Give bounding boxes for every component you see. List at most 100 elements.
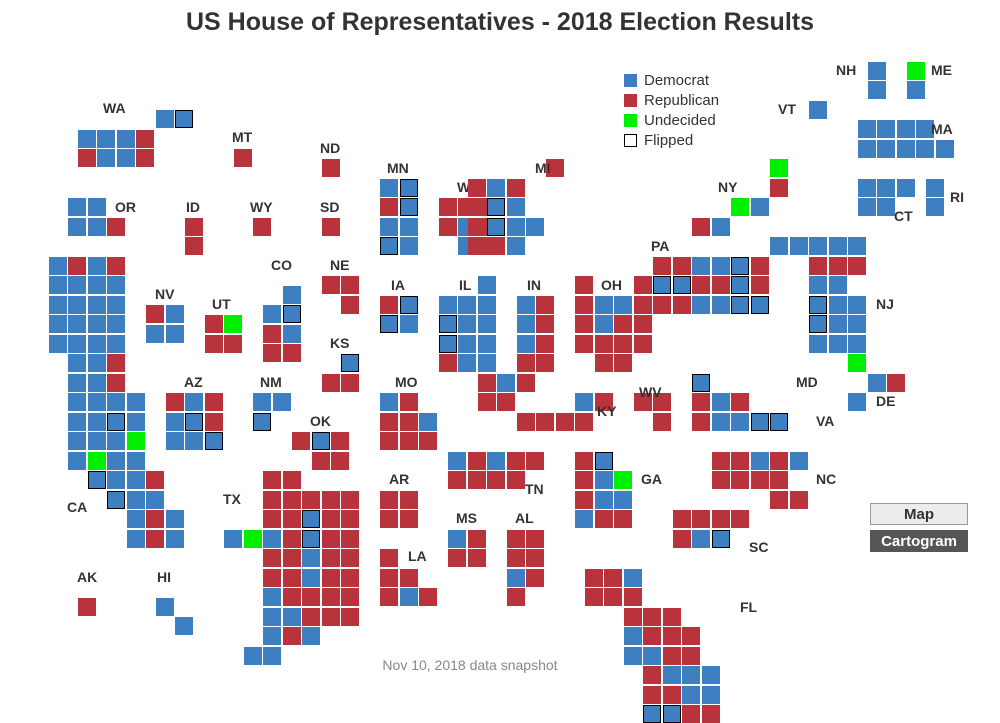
district-cell-nm[interactable] [253, 412, 272, 431]
district-cell-co[interactable] [263, 324, 281, 343]
district-cell-ca[interactable] [126, 529, 145, 548]
district-cell-id[interactable] [185, 237, 203, 255]
district-cell-az[interactable] [165, 432, 184, 450]
district-cell-ma[interactable] [857, 139, 876, 158]
district-cell-oh[interactable] [594, 334, 613, 353]
district-cell-mi[interactable] [487, 217, 506, 236]
district-cell-nj[interactable] [848, 315, 866, 333]
district-cell-az[interactable] [185, 432, 203, 450]
district-cell-ks[interactable] [341, 373, 359, 392]
district-cell-ne[interactable] [341, 295, 359, 314]
district-cell-ny[interactable] [770, 159, 788, 177]
district-cell-nv[interactable] [146, 305, 164, 324]
district-cell-co[interactable] [282, 344, 301, 363]
district-cell-id[interactable] [185, 217, 203, 236]
district-cell-tn[interactable] [448, 471, 467, 489]
district-cell-tx[interactable] [263, 471, 281, 489]
district-cell-va[interactable] [770, 412, 788, 431]
district-cell-ky[interactable] [555, 412, 574, 431]
district-cell-sc[interactable] [672, 529, 691, 548]
district-cell-ca[interactable] [87, 354, 106, 372]
district-cell-tx[interactable] [302, 510, 320, 528]
district-cell-in[interactable] [536, 295, 554, 314]
district-cell-in[interactable] [516, 354, 535, 372]
district-cell-fl[interactable] [662, 627, 681, 645]
district-cell-il[interactable] [438, 315, 457, 333]
district-cell-fl[interactable] [643, 607, 662, 626]
district-cell-pa[interactable] [672, 276, 691, 294]
district-cell-ca[interactable] [68, 354, 86, 372]
district-cell-tx[interactable] [302, 607, 320, 626]
district-cell-ma[interactable] [857, 120, 876, 138]
district-cell-nj[interactable] [828, 276, 847, 294]
district-cell-nc[interactable] [789, 451, 808, 470]
district-cell-ca[interactable] [87, 432, 106, 450]
district-cell-ri[interactable] [926, 178, 944, 197]
district-cell-sc[interactable] [711, 529, 730, 548]
district-cell-tx[interactable] [282, 627, 301, 645]
district-cell-al[interactable] [506, 588, 525, 606]
district-cell-ut[interactable] [224, 334, 242, 353]
district-cell-mo[interactable] [399, 412, 418, 431]
district-cell-al[interactable] [526, 549, 545, 567]
district-cell-az[interactable] [204, 393, 223, 411]
district-cell-ca[interactable] [107, 412, 125, 431]
district-cell-tx[interactable] [263, 568, 281, 587]
cartogram-view-button[interactable]: Cartogram [870, 530, 968, 552]
district-cell-ca[interactable] [107, 373, 125, 392]
district-cell-fl[interactable] [662, 685, 681, 704]
district-cell-va[interactable] [692, 393, 710, 411]
district-cell-ca[interactable] [68, 334, 86, 353]
district-cell-ne[interactable] [321, 276, 340, 294]
district-cell-mi[interactable] [526, 217, 545, 236]
district-cell-az[interactable] [204, 412, 223, 431]
district-cell-hi[interactable] [155, 597, 174, 616]
district-cell-ca[interactable] [126, 393, 145, 411]
district-cell-tx[interactable] [263, 490, 281, 509]
district-cell-tx[interactable] [302, 627, 320, 645]
district-cell-tx[interactable] [341, 607, 359, 626]
district-cell-tx[interactable] [321, 588, 340, 606]
district-cell-ca[interactable] [87, 451, 106, 470]
district-cell-nj[interactable] [828, 295, 847, 314]
district-cell-sc[interactable] [731, 510, 749, 528]
district-cell-wa[interactable] [175, 110, 194, 129]
district-cell-mi[interactable] [487, 237, 506, 255]
district-cell-sc[interactable] [711, 510, 730, 528]
district-cell-ma[interactable] [896, 120, 915, 138]
district-cell-ms[interactable] [448, 549, 467, 567]
district-cell-ny[interactable] [848, 237, 866, 255]
district-cell-il[interactable] [497, 393, 515, 411]
district-cell-ga[interactable] [575, 490, 593, 509]
district-cell-me[interactable] [906, 61, 925, 80]
district-cell-mn[interactable] [380, 178, 398, 197]
district-cell-oh[interactable] [614, 315, 632, 333]
district-cell-tn[interactable] [467, 451, 486, 470]
district-cell-mo[interactable] [399, 432, 418, 450]
district-cell-mi[interactable] [487, 178, 506, 197]
district-cell-ca[interactable] [165, 510, 184, 528]
district-cell-ga[interactable] [575, 510, 593, 528]
district-cell-wv[interactable] [633, 393, 652, 411]
district-cell-tx[interactable] [282, 588, 301, 606]
district-cell-va[interactable] [750, 412, 769, 431]
district-cell-fl[interactable] [643, 627, 662, 645]
district-cell-ct[interactable] [877, 198, 896, 216]
district-cell-wy[interactable] [253, 217, 272, 236]
district-cell-tx[interactable] [282, 549, 301, 567]
district-cell-nj[interactable] [809, 315, 827, 333]
district-cell-ga[interactable] [614, 490, 632, 509]
district-cell-tx[interactable] [302, 568, 320, 587]
district-cell-mi[interactable] [506, 198, 525, 216]
district-cell-pa[interactable] [711, 295, 730, 314]
district-cell-tx[interactable] [243, 646, 262, 665]
district-cell-ks[interactable] [321, 373, 340, 392]
district-cell-mn[interactable] [380, 237, 398, 255]
district-cell-fl[interactable] [662, 705, 681, 723]
district-cell-ca[interactable] [146, 510, 164, 528]
district-cell-sc[interactable] [692, 529, 710, 548]
district-cell-il[interactable] [458, 334, 476, 353]
district-cell-nj[interactable] [848, 295, 866, 314]
district-cell-ar[interactable] [380, 510, 398, 528]
district-cell-pa[interactable] [731, 276, 749, 294]
